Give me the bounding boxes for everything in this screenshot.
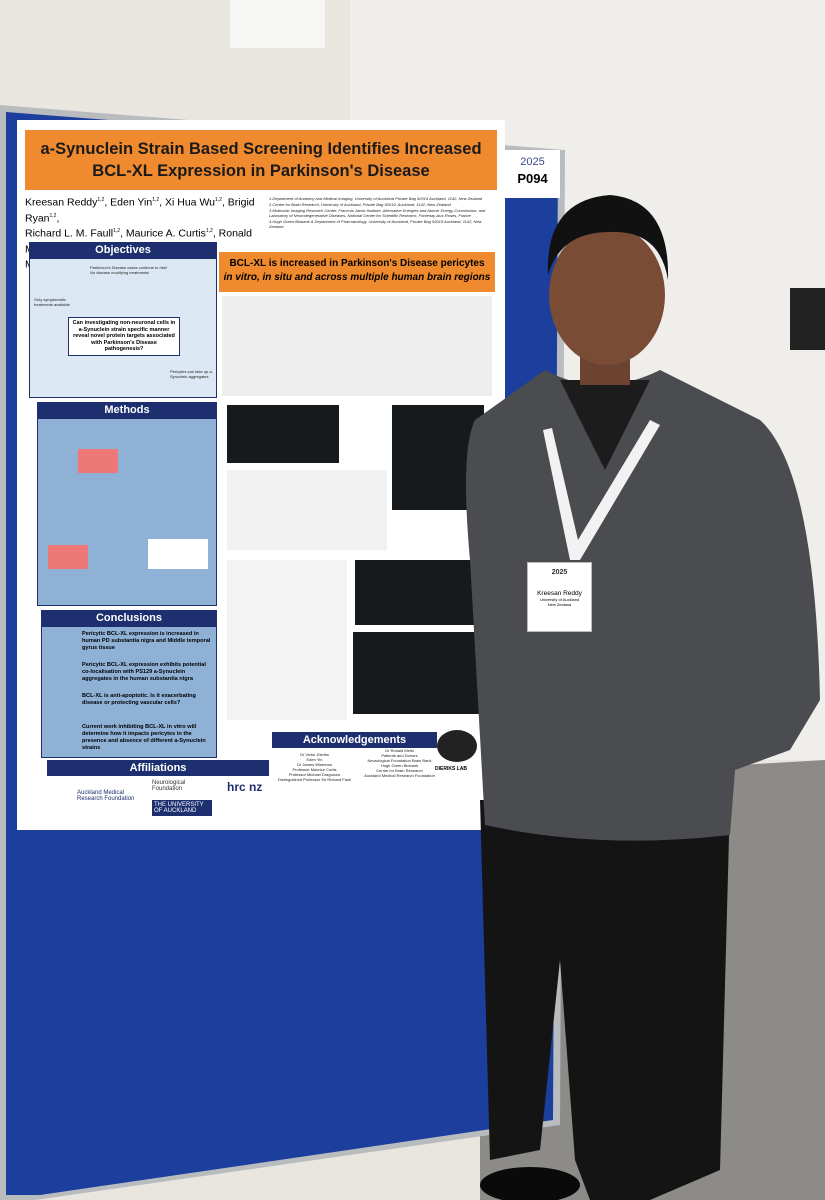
author-name: , Brigid Ryan [25, 196, 255, 225]
sweater [466, 370, 820, 841]
ack-name: Distinguished Professor Sir Richard Faul… [278, 777, 351, 782]
author-name: , Maurice A. Curtis [120, 227, 206, 240]
author-name: , Xi Hua Wu [159, 196, 215, 209]
affiliation: 4.Hugh Green Biobank & Department of Pha… [269, 219, 482, 229]
figure [222, 296, 492, 396]
highlight-box: BCL-XL is increased in Parkinson's Disea… [219, 252, 495, 292]
section-header: Methods [37, 402, 217, 418]
badge-line: New Zealand [547, 602, 572, 607]
author-name: Richard L. M. Faull [25, 227, 114, 240]
affiliations: 1.Department of Anatomy and Medical Imag… [269, 196, 497, 230]
author-name: , [56, 212, 60, 224]
ack-col: Dr Ronald Melki Patients and Donors Neurol… [357, 748, 442, 778]
title-line: BCL-XL Expression in Parkinson's Disease [92, 162, 430, 180]
window [230, 0, 325, 48]
ack-name: Hugh Green Biobank [380, 763, 419, 768]
badge-name: Kreesan Reddy [537, 590, 582, 597]
affiliation: 3.Molecular Imaging Research Center, Fra… [269, 208, 486, 218]
ack-name: Professor Maurice Curtis [292, 767, 337, 772]
logo: DIERIKS LAB [435, 766, 467, 772]
ack-col: Dr Victor Dieriks Eden Yin Dr James Wisema… [272, 752, 357, 782]
section-header: Affiliations [47, 760, 269, 776]
ack-name: Professor Michael Dragunow [288, 772, 341, 777]
speaker [790, 288, 825, 350]
logo: hrc nz [227, 780, 263, 794]
logos: Auckland Medical Research Foundation Neu… [47, 780, 277, 825]
conclusion: Pericytic BCL-XL expression is increased… [82, 631, 211, 651]
lanyard [543, 420, 660, 560]
name-badge: 2025 Kreesan Reddy University of Aucklan… [527, 562, 592, 632]
logo: THE UNIVERSITY OF AUCKLAND [152, 800, 212, 816]
author-affil: 1,2 [215, 197, 222, 203]
objective-question: Can investigating non-neuronal cells in … [68, 317, 180, 356]
ack-name: Dr James Wiseman [297, 762, 332, 767]
section-header: Objectives [29, 242, 217, 258]
collar [560, 380, 650, 470]
note: Parkinson's Disease cases continue to ri… [90, 265, 168, 275]
ack-name: Dr Ronald Melki [385, 748, 414, 753]
board-year: 2025 [520, 156, 545, 168]
objectives-box: Parkinson's Disease cases continue to ri… [29, 258, 217, 398]
note: Pericytes can take up a-Synuclein aggreg… [170, 369, 213, 379]
affiliation: 2.Centre for Brain Research, University … [269, 202, 451, 207]
ack-name: Centre for Brain Research [376, 768, 423, 773]
logo: Neurological Foundation [152, 780, 186, 792]
author-affil: 1,2 [152, 197, 160, 203]
badge-year: 2025 [551, 569, 568, 576]
section-header: Conclusions [41, 610, 217, 626]
affiliation: 1.Department of Anatomy and Medical Imag… [269, 196, 483, 201]
micrograph [353, 632, 481, 714]
conclusions-box: Pericytic BCL-XL expression is increased… [41, 626, 217, 758]
badge-line: University of Auckland [539, 597, 580, 602]
figure [227, 470, 387, 550]
figure [227, 560, 347, 720]
author-name: Kreesan Reddy [25, 196, 98, 209]
ack-name: Patients and Donors [381, 753, 418, 758]
hair [547, 195, 669, 280]
highlight-line: in vitro, in situ and across multiple hu… [223, 272, 491, 283]
author-affil: 1,2 [205, 228, 213, 234]
author-line: Kreesan Reddy1,2, Eden Yin1,2, Xi Hua Wu… [25, 194, 265, 225]
face [549, 225, 665, 365]
author-name: , Eden Yin [104, 196, 153, 209]
ack-name: Auckland Medical Research Foundation [364, 773, 435, 778]
shoe [480, 1167, 580, 1200]
logo: Auckland Medical Research Foundation [77, 790, 135, 802]
ack-name: Eden Yin [306, 757, 323, 762]
author-affil: 1,2 [113, 228, 121, 234]
highlight-line: BCL-XL is increased in Parkinson's Disea… [229, 258, 485, 269]
title-box: a-Synuclein Strain Based Screening Ident… [25, 130, 497, 190]
conclusion: BCL-XL is anti-apoptotic. Is it exacerba… [82, 693, 196, 706]
ack-name: Neurological Foundation Brain Bank [367, 758, 432, 763]
micrograph [355, 560, 480, 625]
note: Only symptomatic treatments available [34, 297, 70, 307]
micrograph [227, 405, 339, 463]
author-affil: 1,2 [49, 212, 57, 219]
methods-box [37, 418, 217, 606]
poster-number: P094 [517, 171, 548, 186]
ack-name: Dr Victor Dieriks [300, 752, 329, 757]
conclusion: Pericytic BCL-XL expression exhibits pot… [82, 662, 206, 682]
number-card: 2025 P094 [505, 150, 560, 198]
conclusion: Current work inhibiting BCL-XL in vitro … [82, 724, 206, 751]
section-header: Acknowledgements [272, 732, 437, 748]
trousers [480, 800, 730, 1200]
title-line: a-Synuclein Strain Based Screening Ident… [40, 140, 482, 158]
poster: a-Synuclein Strain Based Screening Ident… [17, 120, 505, 830]
author-affil: 1,2 [97, 197, 105, 203]
